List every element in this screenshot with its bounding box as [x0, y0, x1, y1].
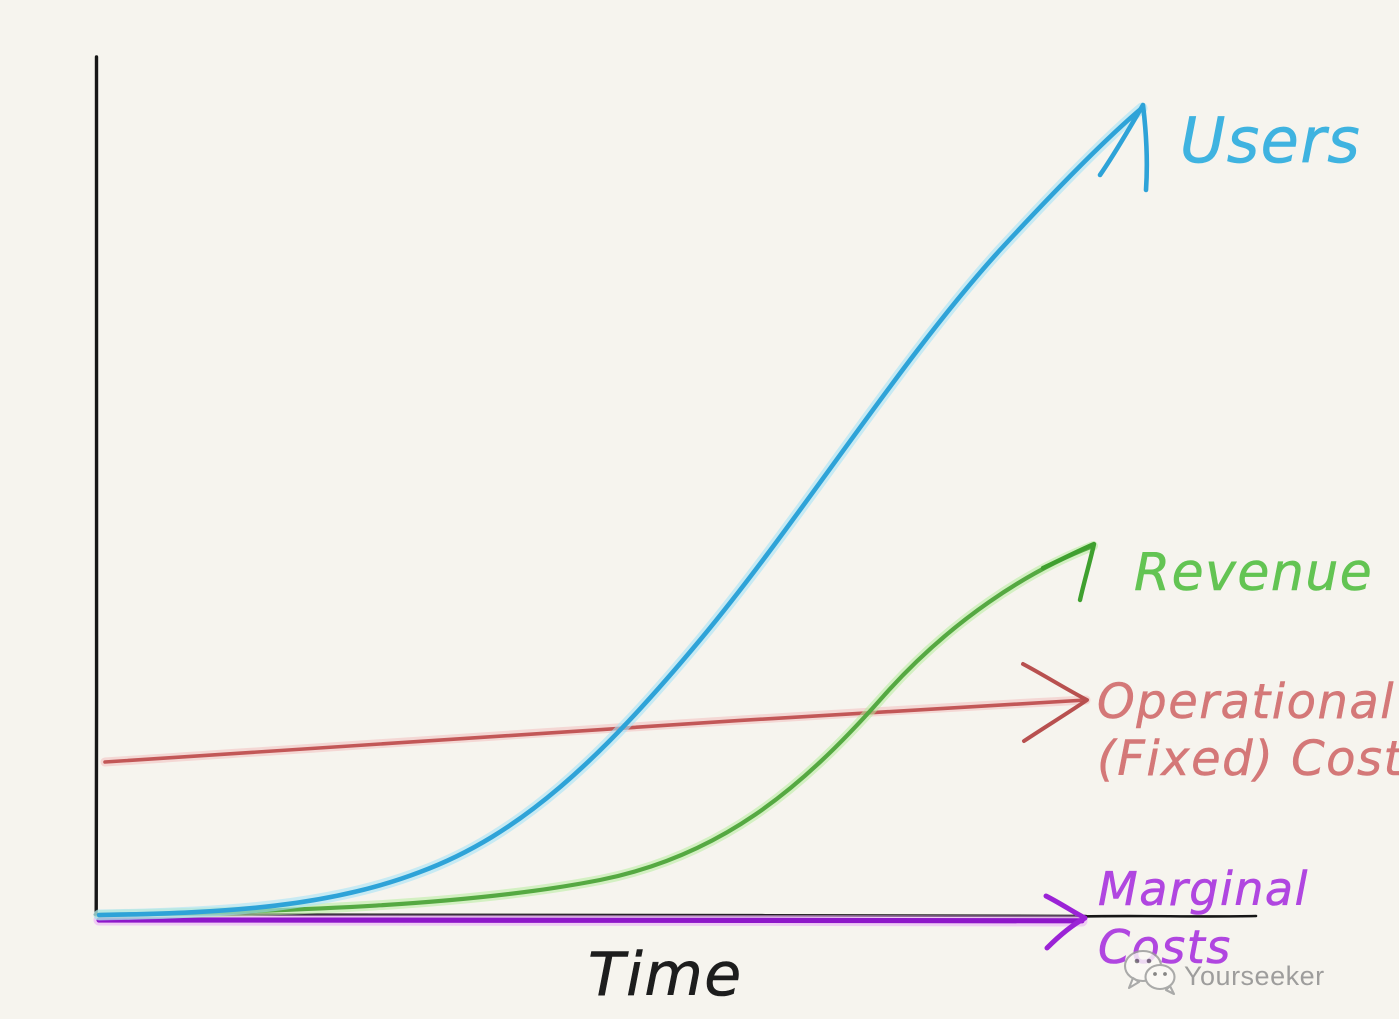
users-curve-glow	[93, 102, 1148, 921]
revenue-curve	[96, 543, 1096, 918]
revenue-label: Revenue	[1134, 543, 1373, 603]
series-marginal-costs	[93, 893, 1088, 951]
users-label: Users	[1180, 104, 1361, 177]
axes-group	[93, 55, 1258, 918]
operational-costs-label-line1: Operational	[1097, 674, 1395, 730]
users-curve	[96, 105, 1145, 918]
series-operational-costs	[100, 662, 1091, 767]
revenue-arrowhead	[1040, 541, 1097, 603]
users-arrowhead	[1097, 102, 1150, 193]
x-axis-label-time: Time	[588, 940, 743, 1010]
wechat-icon	[1123, 949, 1176, 996]
watermark-text: Yourseeker	[1184, 961, 1325, 991]
operational-costs-line	[103, 698, 1088, 764]
series-users	[93, 102, 1150, 921]
watermark: Yourseeker	[1123, 949, 1325, 996]
series-revenue	[94, 541, 1098, 920]
operational-costs-arrowhead	[1021, 662, 1089, 743]
marginal-costs-arrowhead	[1043, 893, 1088, 951]
marginal-costs-label-line1: Marginal	[1098, 862, 1309, 916]
marginal-underline	[1079, 914, 1258, 918]
marginal-costs-line	[96, 917, 1085, 924]
operational-costs-label-line2: (Fixed) Costs	[1097, 731, 1399, 787]
